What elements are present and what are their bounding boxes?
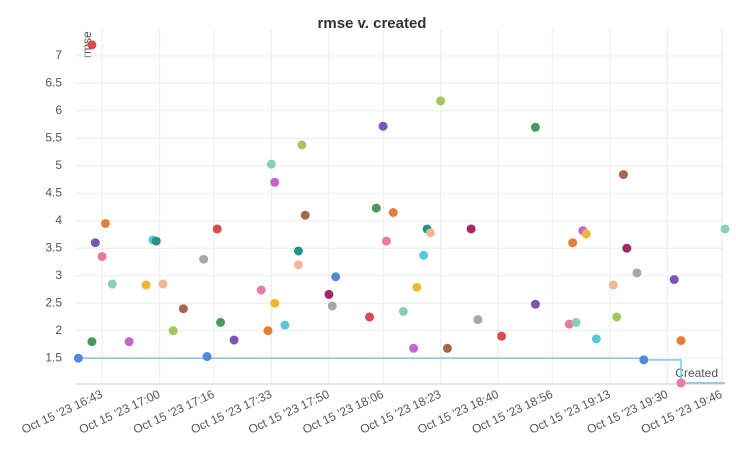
point [669, 275, 679, 285]
point [90, 238, 100, 248]
y-axis-label: rmse [80, 31, 94, 58]
point [365, 312, 375, 322]
point [381, 236, 391, 246]
point [297, 140, 307, 150]
point [293, 260, 303, 270]
point [639, 355, 649, 365]
point [371, 203, 381, 213]
point [398, 306, 408, 316]
y-tick-label: 1.5 [45, 350, 62, 364]
point [280, 320, 290, 330]
point [168, 326, 178, 336]
point [632, 268, 642, 278]
point [442, 343, 452, 353]
y-tick-label: 5 [55, 158, 62, 172]
point [178, 304, 188, 314]
point [676, 336, 686, 346]
y-tick-label: 3 [55, 268, 62, 282]
point [293, 246, 303, 256]
min-line [78, 357, 725, 384]
point [618, 170, 628, 180]
point [412, 282, 422, 292]
point [263, 326, 273, 336]
point [151, 236, 161, 246]
point [409, 343, 419, 353]
point [87, 337, 97, 347]
point [229, 335, 239, 345]
y-tick-label: 6.5 [45, 75, 62, 89]
y-tick-label: 5.5 [45, 130, 62, 144]
point [622, 243, 632, 253]
point [564, 319, 574, 329]
x-axis-label: Created [675, 366, 718, 380]
point [270, 298, 280, 308]
point [378, 121, 388, 131]
point [202, 352, 212, 362]
point [466, 224, 476, 234]
point [300, 210, 310, 220]
point [530, 299, 540, 309]
point [497, 331, 507, 341]
point [436, 96, 446, 106]
point [97, 251, 107, 261]
point [124, 337, 134, 347]
point [608, 280, 618, 290]
y-tick-label: 4.5 [45, 185, 62, 199]
point [100, 218, 110, 228]
point [388, 207, 398, 217]
point [324, 289, 334, 299]
y-tick-label: 7 [55, 48, 62, 62]
point [591, 334, 601, 344]
point [212, 224, 222, 234]
y-tick-label: 2 [55, 323, 62, 337]
y-tick-label: 2.5 [45, 295, 62, 309]
point [158, 279, 168, 289]
chart-title: rmse v. created [318, 15, 427, 32]
point [270, 177, 280, 187]
point [199, 254, 209, 264]
point [256, 285, 266, 295]
y-tick-label: 6 [55, 103, 62, 117]
point [473, 315, 483, 325]
point [581, 229, 591, 239]
point [327, 301, 337, 311]
point [216, 317, 226, 327]
point [571, 317, 581, 327]
point [425, 228, 435, 238]
point [266, 159, 276, 169]
point [568, 238, 578, 248]
point [73, 353, 83, 363]
point [676, 378, 686, 388]
point [87, 40, 97, 50]
point [331, 272, 341, 282]
y-tick-label: 3.5 [45, 240, 62, 254]
point [419, 250, 429, 260]
point [530, 122, 540, 132]
point [612, 312, 622, 322]
point [107, 279, 117, 289]
y-tick-label: 4 [55, 213, 62, 227]
point [720, 224, 730, 234]
point [141, 280, 151, 290]
